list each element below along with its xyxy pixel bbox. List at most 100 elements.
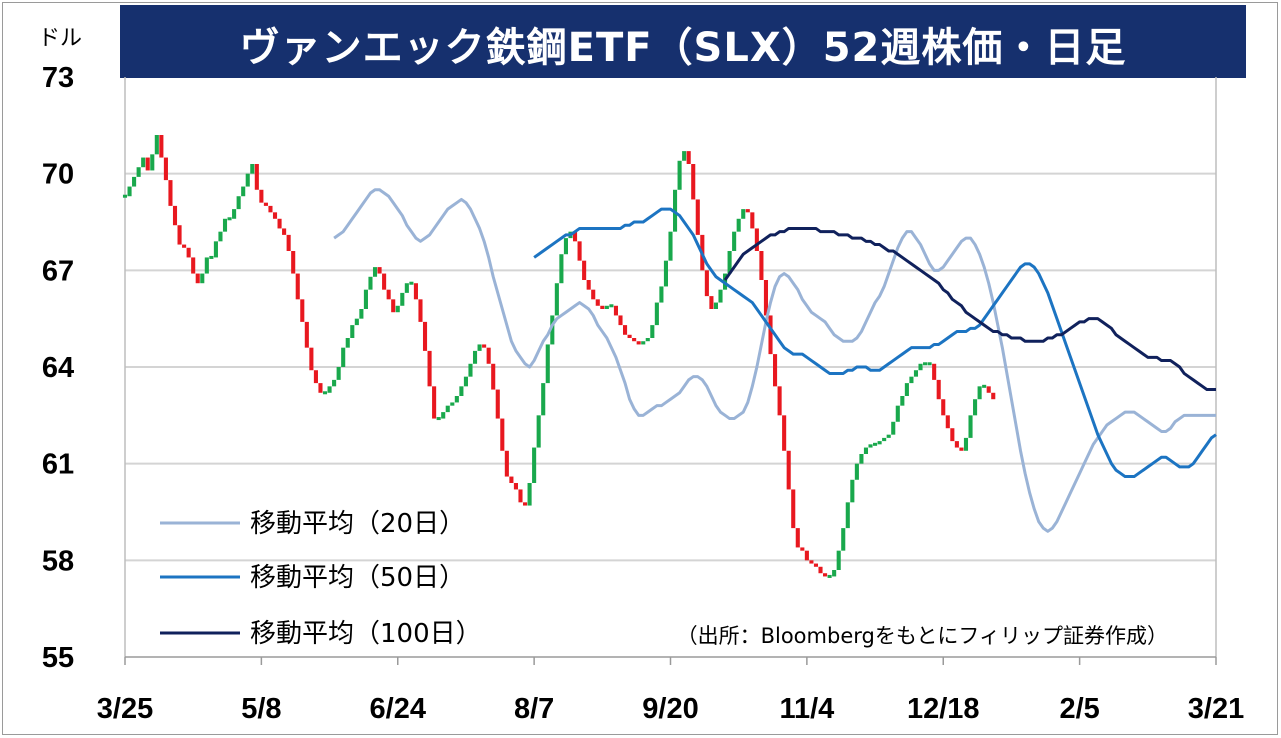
candle (868, 444, 873, 448)
candle (282, 228, 287, 235)
candle (245, 173, 250, 187)
candle (536, 415, 541, 448)
candle (363, 289, 368, 309)
candle (482, 344, 487, 348)
candle (759, 251, 764, 280)
candle (686, 151, 691, 164)
candle (777, 386, 782, 416)
legend-label: 移動平均（20日） (250, 509, 465, 539)
candle (122, 194, 128, 198)
candle (545, 344, 550, 384)
candle (595, 299, 600, 306)
candle (813, 563, 819, 567)
candle (454, 396, 459, 403)
candle (891, 421, 896, 435)
candle (386, 289, 391, 300)
candle (850, 479, 855, 503)
candle (418, 299, 423, 322)
candle (309, 347, 314, 371)
candle (518, 489, 523, 503)
candle (150, 154, 155, 171)
candle (304, 321, 309, 348)
candle (413, 283, 418, 300)
candle (659, 286, 664, 303)
candle (541, 383, 546, 416)
candle (818, 566, 823, 574)
candle (768, 315, 773, 355)
x-tick-label: 12/18 (907, 693, 980, 725)
candle (495, 389, 500, 419)
candle (268, 205, 273, 213)
candle (909, 376, 914, 384)
candle (954, 441, 959, 448)
candle (900, 396, 905, 406)
candle (354, 318, 359, 326)
chart-title: ヴァンエック鉄鋼ETF（SLX）52週株価・日足 (239, 25, 1127, 71)
candle (886, 434, 891, 438)
candle (668, 231, 673, 261)
candle (645, 338, 650, 342)
candle (445, 405, 450, 413)
candle (836, 550, 841, 570)
candle (409, 281, 414, 285)
candle (582, 260, 587, 280)
x-tick-label: 6/24 (370, 693, 426, 725)
candle (554, 283, 559, 316)
y-tick-label: 70 (42, 159, 74, 191)
candle (404, 283, 409, 293)
candle (559, 254, 564, 284)
candle (945, 415, 950, 429)
candle (773, 354, 778, 387)
y-tick-label: 67 (42, 255, 74, 287)
candle (527, 483, 532, 506)
candle (709, 296, 714, 309)
candle (627, 334, 632, 338)
source-note: （出所：Bloombergをもとにフィリップ証券作成） (677, 624, 1168, 648)
candle (277, 218, 282, 229)
candle (522, 502, 528, 506)
candle (436, 417, 441, 421)
candle (504, 450, 509, 477)
candle (486, 347, 491, 364)
y-tick-label: 61 (42, 449, 74, 481)
candle (713, 302, 719, 309)
candle (186, 247, 191, 258)
candle (441, 412, 446, 419)
candle (318, 383, 323, 393)
candle (250, 164, 255, 174)
candle (959, 447, 964, 451)
candle (622, 325, 628, 335)
candle (832, 570, 837, 577)
candle (973, 399, 978, 416)
candle (691, 164, 696, 200)
candle (232, 209, 237, 219)
candle (295, 273, 300, 300)
title-banner: ヴァンエック鉄鋼ETF（SLX）52週株価・日足 (120, 5, 1246, 78)
ma-line (533, 207, 1217, 479)
candle (795, 528, 800, 548)
candle (213, 241, 218, 258)
candle (941, 399, 946, 416)
candle (313, 370, 318, 384)
x-axis-ticks: 3/25 5/8 6/24 8/7 9/20 11/4 12/18 2/5 3/21 (97, 693, 1244, 725)
candle (241, 186, 246, 197)
candle (732, 231, 737, 251)
candle (377, 267, 382, 274)
candle (636, 341, 641, 345)
candle (136, 167, 141, 177)
axes (124, 77, 1217, 665)
candle (491, 363, 496, 390)
candle (222, 218, 228, 232)
candle (204, 257, 209, 274)
candle (291, 251, 296, 274)
x-tick-label: 3/25 (97, 693, 153, 725)
candle (182, 244, 187, 248)
candle (923, 362, 928, 366)
candle (827, 574, 832, 578)
candle (904, 383, 909, 396)
gridlines (125, 172, 1216, 562)
candle (677, 160, 682, 190)
candle (991, 392, 996, 400)
candle (550, 315, 555, 345)
candle (141, 157, 146, 168)
